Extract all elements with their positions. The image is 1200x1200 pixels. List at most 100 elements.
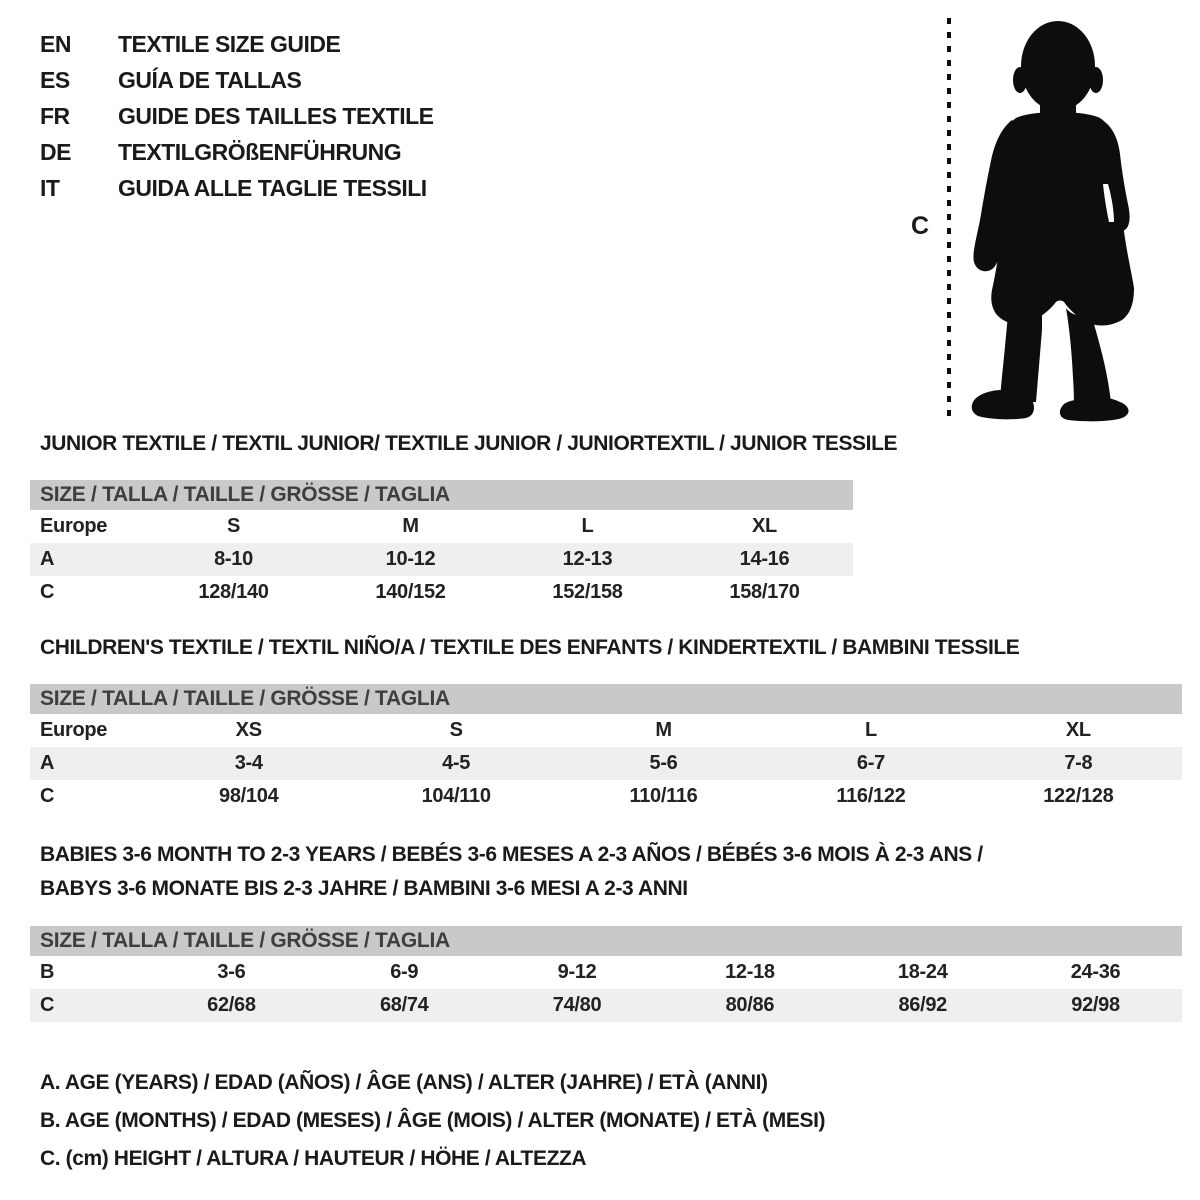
table-cell: 3-4 <box>234 752 263 774</box>
table-cell: M <box>402 515 419 537</box>
language-code: IT <box>40 174 60 201</box>
table-cell: 62/68 <box>207 994 256 1016</box>
table-cell: 116/122 <box>836 785 906 807</box>
head <box>1021 21 1095 111</box>
table-cell: 68/74 <box>379 994 429 1016</box>
guide-title: TEXTILE SIZE GUIDE <box>118 30 341 57</box>
height-measure-label: C <box>911 212 930 240</box>
table-cell: 9-12 <box>557 961 597 983</box>
table-cell: M <box>655 719 672 741</box>
table-cell: XL <box>752 515 777 537</box>
table-cell: 5-6 <box>649 752 678 774</box>
language-row: FR GUIDE DES TAILLES TEXTILE <box>40 98 434 134</box>
table-cell: 80/86 <box>725 994 775 1016</box>
size-header-bar: SIZE / TALLA / TAILLE / GRÖSSE / TAGLIA <box>30 480 853 510</box>
section-childrens-textile: CHILDREN'S TEXTILE / TEXTIL NIÑO/A / TEX… <box>30 636 1182 813</box>
legend-line: C. (cm) HEIGHT / ALTURA / HAUTEUR / HÖHE… <box>40 1147 587 1170</box>
row-label: C <box>40 581 55 603</box>
table-cell: 12-18 <box>725 961 775 983</box>
table-cell: 3-6 <box>217 961 246 983</box>
foot-left <box>971 389 1034 420</box>
height-measure-dashed-line <box>947 18 951 418</box>
table-cell: L <box>864 719 877 741</box>
language-code: DE <box>40 138 71 165</box>
table-cell: S <box>226 515 241 537</box>
size-table: Europe S M L XL A 8-10 10-12 12-13 14-16 C 128/140 1… <box>30 510 853 609</box>
table-cell: S <box>449 719 463 741</box>
table-cell: XS <box>235 719 262 741</box>
size-header-bar: SIZE / TALLA / TAILLE / GRÖSSE / TAGLIA <box>30 926 1182 956</box>
row-label: C <box>40 785 55 807</box>
table-row: C 128/140 140/152 152/158 158/170 <box>30 576 853 609</box>
hand-hip-gap <box>1103 184 1114 222</box>
table-cell: 152/158 <box>552 581 623 603</box>
row-label: A <box>40 548 55 570</box>
leg-left <box>1000 312 1042 402</box>
language-title-list: EN TEXTILE SIZE GUIDE ES GUÍA DE TALLAS FR GU… <box>40 26 434 206</box>
row-label: C <box>40 994 55 1016</box>
table-cell: 86/92 <box>898 994 947 1016</box>
language-row: IT GUIDA ALLE TAGLIE TESSILI <box>40 170 434 206</box>
guide-title: GUÍA DE TALLAS <box>118 66 302 93</box>
table-cell: 98/104 <box>219 785 279 807</box>
legend: A. AGE (YEARS) / EDAD (AÑOS) / ÂGE (ANS)… <box>40 1064 826 1178</box>
table-cell: 140/152 <box>375 581 446 603</box>
legend-line: A. AGE (YEARS) / EDAD (AÑOS) / ÂGE (ANS)… <box>40 1071 768 1094</box>
section-babies-textile: BABIES 3-6 MONTH TO 2-3 YEARS / BEBÉS 3-… <box>30 838 1182 1022</box>
language-row: ES GUÍA DE TALLAS <box>40 62 434 98</box>
table-cell: 122/128 <box>1043 785 1114 807</box>
guide-title: GUIDE DES TAILLES TEXTILE <box>118 102 434 129</box>
table-cell: 7-8 <box>1064 752 1093 774</box>
section-title: JUNIOR TEXTILE / TEXTIL JUNIOR/ TEXTILE … <box>40 432 898 455</box>
arm-right <box>1095 120 1130 232</box>
table-cell: 128/140 <box>198 581 269 603</box>
table-cell: L <box>581 515 594 537</box>
section-junior-textile: JUNIOR TEXTILE / TEXTIL JUNIOR/ TEXTILE … <box>30 432 898 609</box>
section-title: CHILDREN'S TEXTILE / TEXTIL NIÑO/A / TEX… <box>40 636 1020 659</box>
table-row: C 62/68 68/74 74/80 80/86 86/92 92/98 <box>30 989 1182 1022</box>
table-cell: 104/110 <box>421 785 491 807</box>
table-row: C 98/104 104/110 110/116 116/122 122/128 <box>30 780 1182 813</box>
table-cell: 110/116 <box>629 785 698 807</box>
arm-left <box>973 120 1018 272</box>
language-row: EN TEXTILE SIZE GUIDE <box>40 26 434 62</box>
table-row: Europe S M L XL <box>30 510 853 543</box>
row-label: B <box>40 961 55 983</box>
section-title-line2: BABYS 3-6 MONATE BIS 2-3 JAHRE / BAMBINI… <box>40 877 688 900</box>
row-label: Europe <box>40 719 108 741</box>
size-header-bar: SIZE / TALLA / TAILLE / GRÖSSE / TAGLIA <box>30 684 1182 714</box>
table-cell: 6-7 <box>856 752 885 774</box>
table-row: Europe XS S M L XL <box>30 714 1182 747</box>
foot-right <box>1059 397 1129 422</box>
language-code: EN <box>40 30 71 57</box>
table-cell: 10-12 <box>385 548 436 570</box>
table-row: A 8-10 10-12 12-13 14-16 <box>30 543 853 576</box>
language-row: DE TEXTILGRÖßENFÜHRUNG <box>40 134 434 170</box>
row-label: Europe <box>40 515 108 537</box>
legend-line: B. AGE (MONTHS) / EDAD (MESES) / ÂGE (MO… <box>40 1109 826 1132</box>
language-code: ES <box>40 66 70 93</box>
table-cell: 18-24 <box>897 961 948 983</box>
table-cell: 14-16 <box>739 548 790 570</box>
section-title-line1: BABIES 3-6 MONTH TO 2-3 YEARS / BEBÉS 3-… <box>40 843 983 866</box>
table-cell: 92/98 <box>1071 994 1120 1016</box>
language-code: FR <box>40 102 70 129</box>
size-table: Europe XS S M L XL A 3-4 4-5 5-6 6-7 7-8 C 98/104 104/… <box>30 714 1182 813</box>
ear-right <box>1089 67 1103 93</box>
size-table: B 3-6 6-9 9-12 12-18 18-24 24-36 C 62/68 68/74 74/… <box>30 956 1182 1022</box>
table-cell: 74/80 <box>552 994 602 1016</box>
guide-title: GUIDA ALLE TAGLIE TESSILI <box>118 174 427 201</box>
table-cell: XL <box>1065 719 1091 741</box>
row-label: A <box>40 752 55 774</box>
toddler-silhouette <box>971 21 1134 422</box>
table-row: A 3-4 4-5 5-6 6-7 7-8 <box>30 747 1182 780</box>
table-cell: 8-10 <box>214 548 253 570</box>
table-cell: 6-9 <box>390 961 419 983</box>
table-cell: 12-13 <box>562 548 613 570</box>
leg-right <box>1066 308 1112 412</box>
table-cell: 158/170 <box>729 581 800 603</box>
table-cell: 4-5 <box>442 752 471 774</box>
guide-title: TEXTILGRÖßENFÜHRUNG <box>118 138 402 165</box>
table-cell: 24-36 <box>1070 961 1121 983</box>
ear-left <box>1013 67 1027 93</box>
